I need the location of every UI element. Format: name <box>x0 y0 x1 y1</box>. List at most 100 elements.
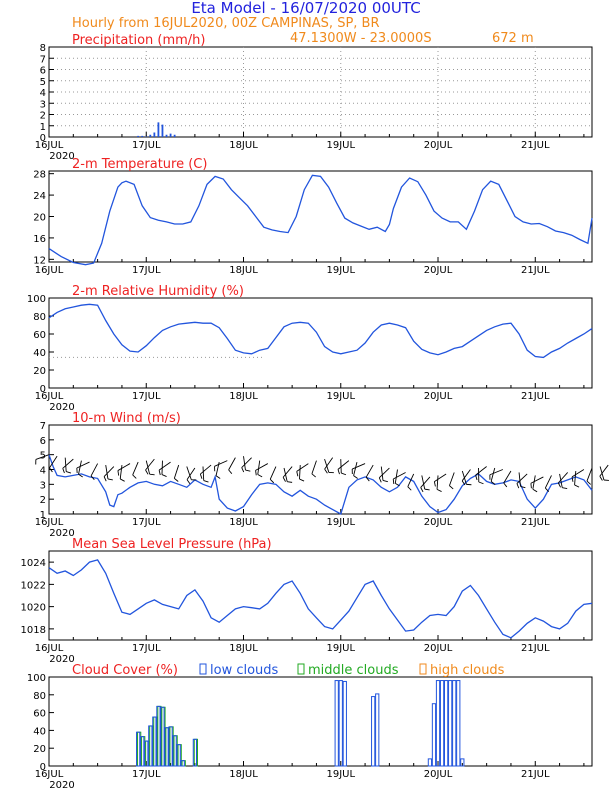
y-tick-label: 60 <box>33 330 46 341</box>
cloud-bar-middle <box>182 761 185 766</box>
wind-barb-flag <box>258 474 262 476</box>
wind-barb-flag <box>287 482 292 483</box>
x-tick-label: 17JUL <box>132 769 161 780</box>
wind-barb-flag <box>383 480 388 481</box>
wind-barb <box>517 474 527 484</box>
wind-barb-flag <box>408 487 411 491</box>
legend-swatch <box>298 664 304 674</box>
x-tick-label: 18JUL <box>229 643 258 654</box>
cloud-bar-low <box>343 681 346 766</box>
x-tick-label: 20JUL <box>424 643 453 654</box>
precip-bar <box>162 125 164 137</box>
wind-barb-flag <box>533 489 537 492</box>
wind-barb <box>491 468 495 482</box>
x-tick-label: 17JUL <box>132 140 161 151</box>
x-tick-label: 18JUL <box>229 265 258 276</box>
x-tick-label: 19JUL <box>326 391 355 402</box>
wind-barb-flag <box>256 470 257 475</box>
x-tick-label: 16JUL <box>35 517 64 528</box>
wind-barb-flag <box>437 489 442 491</box>
wind-barb <box>133 462 138 475</box>
x-tick-label: 16JUL <box>35 265 64 276</box>
cloud-bar-low <box>157 706 160 766</box>
panel-precip: Precipitation (mm/h)01234567816JUL202017… <box>35 33 592 162</box>
x-tick-year: 2020 <box>49 654 74 665</box>
x-tick-label: 20JUL <box>424 265 453 276</box>
wind-barb-flag <box>159 470 160 475</box>
wind-barb-flag <box>242 468 244 473</box>
wind-barb-flag <box>449 486 453 489</box>
y-tick-label: 1022 <box>21 580 46 591</box>
cloud-bar-low <box>141 737 144 766</box>
y-tick-label: 28 <box>33 170 46 181</box>
wind-barb-flag <box>270 479 274 483</box>
chart-title: Eta Model - 16/07/2020 00UTC <box>191 0 420 17</box>
wind-barb-flag <box>562 488 567 489</box>
x-tick-label: 21JUL <box>521 265 550 276</box>
station-coordinates: 47.1300W - 23.0000S <box>290 31 432 46</box>
x-tick-year: 2020 <box>49 402 74 413</box>
wind-barb <box>159 462 170 470</box>
wind-barb <box>338 461 349 470</box>
y-tick-label: 5 <box>40 77 46 88</box>
x-tick-label: 18JUL <box>229 391 258 402</box>
panel-cloud: Cloud Cover (%)02040608010016JUL202017JU… <box>27 663 592 791</box>
panel-title: Cloud Cover (%) <box>72 663 178 678</box>
x-tick-label: 21JUL <box>521 769 550 780</box>
x-tick-label: 21JUL <box>521 140 550 151</box>
precip-bar <box>145 136 147 137</box>
cloud-bar-low <box>457 681 460 766</box>
wind-barb-flag <box>297 471 298 476</box>
precip-bar <box>174 135 176 137</box>
precip-bar <box>141 136 143 137</box>
wind-barb <box>200 465 211 474</box>
x-tick-year: 2020 <box>49 780 74 791</box>
x-tick-label: 16JUL <box>35 769 64 780</box>
wind-barb-flag <box>200 474 202 479</box>
legend-swatch <box>420 664 426 674</box>
series-line <box>49 304 592 357</box>
x-tick-label: 18JUL <box>229 140 258 151</box>
series-line <box>49 175 592 264</box>
x-tick-label: 20JUL <box>424 517 453 528</box>
wind-barb-flag <box>108 479 113 480</box>
x-tick-label: 19JUL <box>326 140 355 151</box>
panel-mslp: Mean Sea Level Pressure (hPa)10181020102… <box>21 537 592 665</box>
wind-barb-flag <box>118 471 119 476</box>
wind-barb <box>215 461 228 467</box>
wind-barb <box>118 464 130 471</box>
y-tick-label: 60 <box>33 709 46 720</box>
wind-barb-flag <box>354 476 358 479</box>
panel-title: 10-m Wind (m/s) <box>72 411 181 426</box>
y-tick-label: 6 <box>40 66 46 77</box>
wind-barb <box>258 461 260 475</box>
x-tick-label: 19JUL <box>326 769 355 780</box>
x-tick-label: 17JUL <box>132 391 161 402</box>
x-tick-label: 20JUL <box>424 140 453 151</box>
wind-barb <box>490 470 503 475</box>
x-tick-label: 17JUL <box>132 517 161 528</box>
wind-barb <box>203 467 204 481</box>
wind-barb <box>63 459 74 468</box>
wind-barb-flag <box>600 476 603 480</box>
x-tick-year: 2020 <box>49 528 74 539</box>
panel-title: Mean Sea Level Pressure (hPa) <box>72 537 272 552</box>
panel-frame <box>49 677 592 766</box>
cloud-bar-low <box>436 681 439 766</box>
wind-barb-flag <box>504 483 507 487</box>
wind-barb <box>242 458 252 468</box>
y-tick-label: 8 <box>40 43 46 54</box>
wind-barb-flag <box>174 478 178 481</box>
wind-barbs <box>36 455 609 492</box>
x-tick-label: 16JUL <box>35 391 64 402</box>
cloud-bar-low <box>335 681 338 766</box>
wind-barb <box>393 472 405 479</box>
y-tick-label: 1018 <box>21 625 46 636</box>
panel-frame <box>49 551 592 640</box>
y-tick-label: 3 <box>40 99 46 110</box>
cloud-bar-low <box>153 717 156 766</box>
wind-barb-flag <box>283 477 285 481</box>
wind-barb-flag <box>479 482 484 484</box>
y-tick-label: 20 <box>33 744 46 755</box>
